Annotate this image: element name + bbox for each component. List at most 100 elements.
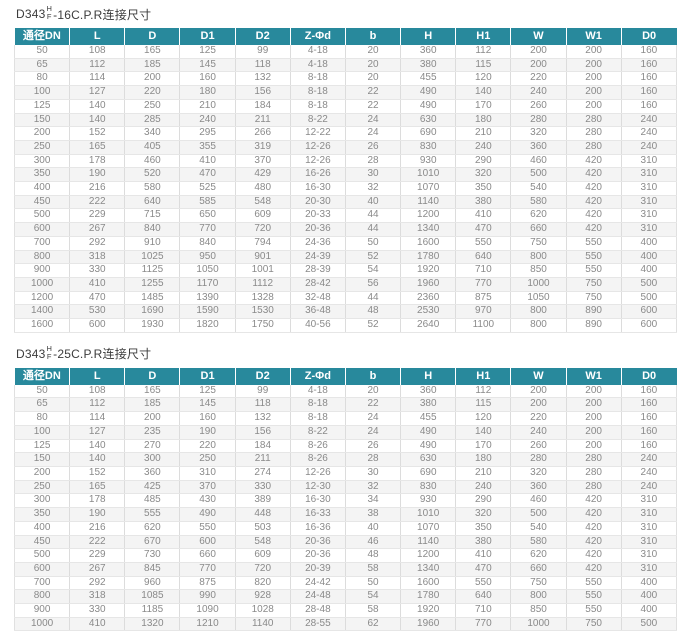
table-cell: 24-48 bbox=[289, 589, 346, 605]
table-cell: 115 bbox=[455, 58, 512, 73]
table-cell: 400 bbox=[13, 181, 71, 196]
table-cell: 310 bbox=[620, 195, 678, 210]
table-cell: 340 bbox=[124, 126, 181, 141]
table-cell: 220 bbox=[510, 411, 567, 426]
table-cell: 20 bbox=[344, 384, 402, 399]
table-cell: 470 bbox=[179, 167, 236, 183]
table-row: 80 114 200 160 132 8-18 24 455 120 220 200 160 bbox=[13, 411, 678, 426]
table-cell: 320 bbox=[455, 167, 512, 183]
table-cell: 585 bbox=[179, 195, 236, 210]
table-cell: 8-18 bbox=[289, 85, 346, 100]
table-cell: 280 bbox=[565, 452, 622, 467]
table-cell: 930 bbox=[400, 493, 457, 509]
table-cell: 318 bbox=[69, 589, 126, 605]
table-cell: 24 bbox=[344, 425, 402, 440]
valve-model: D343 bbox=[16, 346, 46, 361]
table-cell: 50 bbox=[13, 384, 71, 399]
table-cell: 222 bbox=[69, 195, 126, 210]
table-cell: 180 bbox=[455, 113, 512, 128]
table-cell: 770 bbox=[455, 617, 512, 632]
table-cell: 500 bbox=[620, 617, 678, 632]
table-cell: 190 bbox=[179, 425, 236, 440]
table-cell: 500 bbox=[620, 277, 678, 292]
column-header: b bbox=[345, 367, 402, 385]
table-cell: 50 bbox=[344, 576, 402, 591]
table-cell: 8-26 bbox=[289, 439, 346, 454]
table-cell: 830 bbox=[400, 140, 457, 155]
table-cell: 800 bbox=[510, 304, 567, 320]
table-cell: 1590 bbox=[179, 304, 236, 320]
dimension-table-pn16: 通径DN L D D1 D2 Z-Φd b H H1 W W1 D0 50 108 165 125 99 4-18… bbox=[13, 28, 678, 333]
table-cell: 185 bbox=[124, 397, 181, 413]
table-row: 1600 600 1930 1820 1750 40-56 52 2640 1100 800 890… bbox=[13, 318, 678, 333]
table-cell: 470 bbox=[69, 291, 126, 306]
table-cell: 720 bbox=[234, 562, 291, 577]
table-cell: 65 bbox=[13, 397, 71, 413]
table-cell: 118 bbox=[234, 58, 291, 73]
table-cell: 112 bbox=[455, 384, 512, 399]
column-header: D1 bbox=[179, 28, 236, 45]
table-cell: 600 bbox=[69, 318, 126, 333]
table-cell: 1050 bbox=[179, 263, 236, 278]
table-cell: 115 bbox=[455, 397, 512, 413]
table-row: 350 190 520 470 429 16-26 30 1010 320 500 420 310 bbox=[13, 167, 678, 183]
table-row: 125 140 270 220 184 8-26 26 490 170 260 200 160 bbox=[13, 439, 678, 454]
table-cell: 1025 bbox=[124, 250, 181, 265]
table-cell: 32 bbox=[344, 181, 402, 196]
table-cell: 960 bbox=[124, 576, 181, 591]
table-cell: 400 bbox=[13, 521, 71, 536]
table-row: 400 216 580 525 480 16-30 32 1070 350 540 420 310 bbox=[13, 181, 678, 196]
table-cell: 1780 bbox=[400, 250, 457, 265]
table-cell: 310 bbox=[620, 562, 678, 577]
table-cell: 184 bbox=[234, 439, 291, 454]
table-cell: 290 bbox=[455, 493, 512, 509]
table-cell: 170 bbox=[455, 439, 512, 454]
table-cell: 250 bbox=[124, 99, 181, 114]
column-header: L bbox=[69, 367, 126, 385]
table-cell: 1000 bbox=[510, 277, 567, 292]
table-row: 80 114 200 160 132 8-18 20 455 120 220 200 160 bbox=[13, 71, 678, 87]
column-header: 通径DN bbox=[14, 28, 71, 45]
table-cell: 420 bbox=[565, 195, 622, 210]
table-cell: 1070 bbox=[400, 521, 457, 536]
table-row: 1400 530 1690 1590 1530 36-48 48 2530 970 800 890 6… bbox=[13, 304, 678, 320]
table-row: 300 178 485 430 389 16-30 34 930 290 460 420 310 bbox=[13, 493, 678, 509]
table-cell: 448 bbox=[234, 507, 291, 522]
table-cell: 910 bbox=[124, 236, 181, 251]
table-cell: 180 bbox=[179, 85, 236, 100]
table-cell: 1010 bbox=[400, 167, 457, 183]
table-cell: 20-30 bbox=[289, 195, 346, 210]
table-cell: 485 bbox=[124, 493, 181, 509]
table-cell: 850 bbox=[510, 603, 567, 618]
table-cell: 152 bbox=[69, 466, 126, 481]
table-cell: 620 bbox=[510, 548, 567, 563]
table-cell: 12-26 bbox=[289, 140, 346, 155]
table-cell: 1820 bbox=[179, 318, 236, 333]
table-cell: 22 bbox=[344, 397, 402, 413]
table-cell: 44 bbox=[344, 222, 402, 237]
table-cell: 240 bbox=[455, 480, 512, 495]
table-cell: 800 bbox=[13, 250, 71, 265]
table-cell: 114 bbox=[69, 411, 126, 426]
table-cell: 200 bbox=[565, 71, 622, 87]
table-row: 1000 410 1255 1170 1112 28-42 56 1960 770 1000 750… bbox=[13, 277, 678, 292]
table-cell: 240 bbox=[620, 452, 678, 467]
table-cell: 420 bbox=[565, 167, 622, 183]
table-cell: 65 bbox=[13, 58, 71, 73]
table-cell: 125 bbox=[179, 45, 236, 59]
table-cell: 1185 bbox=[124, 603, 181, 618]
table-cell: 229 bbox=[69, 208, 126, 224]
table-cell: 22 bbox=[344, 85, 402, 100]
table-cell: 28-42 bbox=[289, 277, 346, 292]
table-cell: 180 bbox=[455, 452, 512, 467]
table-cell: 210 bbox=[179, 99, 236, 114]
table-cell: 1200 bbox=[400, 548, 457, 563]
table-cell: 928 bbox=[234, 589, 291, 605]
table-cell: 38 bbox=[344, 507, 402, 522]
table-cell: 1600 bbox=[400, 576, 457, 591]
table-cell: 292 bbox=[69, 576, 126, 591]
table-cell: 425 bbox=[124, 480, 181, 495]
table-cell: 400 bbox=[620, 263, 678, 278]
table-row: 125 140 250 210 184 8-18 22 490 170 260 200 160 bbox=[13, 99, 678, 114]
table-cell: 160 bbox=[620, 411, 678, 426]
